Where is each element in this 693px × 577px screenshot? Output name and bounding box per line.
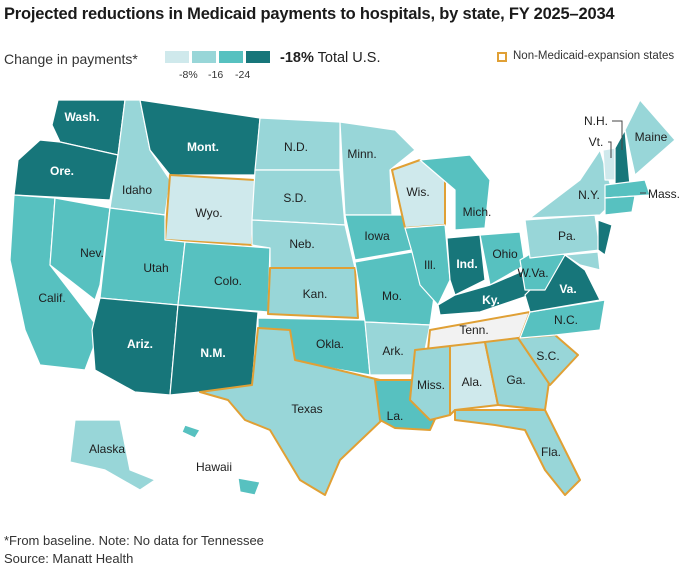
legend-swatch-1 (165, 51, 189, 63)
legend-swatch-3 (219, 51, 243, 63)
label-nc: N.C. (554, 313, 578, 327)
label-kan: Kan. (303, 287, 328, 301)
state-hawaii-big[interactable] (237, 477, 261, 496)
label-mo: Mo. (382, 289, 402, 303)
label-nd: N.D. (284, 140, 308, 154)
label-ore: Ore. (50, 164, 74, 178)
legend-tick-24: -24 (235, 69, 251, 81)
label-ark: Ark. (382, 344, 403, 358)
state-ct[interactable] (604, 195, 636, 216)
callout-vt (608, 141, 612, 158)
total-label: Total U.S. (317, 50, 381, 66)
label-fla: Fla. (541, 445, 561, 459)
state-mass[interactable] (604, 179, 651, 199)
callout-nh (612, 120, 623, 150)
label-ind: Ind. (456, 257, 477, 271)
label-vt: Vt. (589, 135, 604, 149)
label-maine: Maine (635, 130, 668, 144)
label-alaska: Alaska (89, 442, 125, 456)
label-minn: Minn. (347, 147, 376, 161)
label-la: La. (387, 409, 404, 423)
legend-tick-8: -8% (179, 69, 198, 81)
label-colo: Colo. (214, 274, 242, 288)
label-nh: N.H. (584, 114, 608, 128)
state-ny[interactable] (529, 149, 616, 219)
state-miss[interactable] (409, 345, 451, 421)
state-kan[interactable] (267, 267, 359, 319)
label-ohio: Ohio (492, 247, 518, 261)
label-pa: Pa. (558, 229, 576, 243)
state-ind[interactable] (446, 234, 486, 296)
label-okla: Okla. (316, 337, 344, 351)
state-ala[interactable] (449, 341, 499, 416)
state-md[interactable] (564, 251, 601, 271)
state-texas[interactable] (199, 327, 383, 496)
label-texas: Texas (291, 402, 322, 416)
label-utah: Utah (143, 261, 168, 275)
state-hawaii[interactable] (181, 424, 201, 439)
state-alaska[interactable] (69, 419, 156, 491)
label-ny: N.Y. (578, 188, 600, 202)
label-hawaii: Hawaii (196, 460, 232, 474)
state-mo[interactable] (354, 251, 436, 326)
legend-swatch-4 (246, 51, 270, 63)
label-va: Va. (559, 282, 576, 296)
label-mass: Mass. (648, 187, 680, 201)
label-calif: Calif. (38, 291, 65, 305)
label-tenn: Tenn. (459, 323, 488, 337)
label-sd: S.D. (283, 191, 306, 205)
state-nj[interactable] (597, 219, 613, 256)
label-sc: S.C. (536, 349, 559, 363)
label-wash: Wash. (65, 110, 100, 124)
state-nc[interactable] (519, 299, 606, 339)
non-expansion-swatch (497, 52, 507, 62)
state-vt[interactable] (602, 147, 616, 181)
label-ala: Ala. (462, 375, 483, 389)
label-mont: Mont. (187, 140, 219, 154)
label-wyo: Wyo. (195, 206, 222, 220)
state-nev[interactable] (49, 197, 111, 301)
footnote: *From baseline. Note: No data for Tennes… (4, 533, 264, 548)
state-mich[interactable] (419, 154, 491, 231)
total-us: -18% Total U.S. (280, 50, 381, 66)
label-ga: Ga. (506, 373, 525, 387)
state-maine[interactable] (624, 99, 676, 176)
label-ill: Ill. (424, 258, 436, 272)
non-expansion-label: Non-Medicaid-expansion states (513, 50, 675, 62)
label-nev: Nev. (80, 246, 104, 260)
state-wis[interactable] (391, 159, 446, 229)
label-idaho: Idaho (122, 183, 152, 197)
label-nm: N.M. (200, 346, 225, 360)
legend-label: Change in payments* (4, 51, 138, 67)
label-mich: Mich. (463, 205, 492, 219)
label-wva: W.Va. (517, 266, 548, 280)
label-ariz: Ariz. (127, 337, 153, 351)
label-neb: Neb. (289, 237, 314, 251)
legend-swatch-2 (192, 51, 216, 63)
label-wis: Wis. (406, 185, 429, 199)
state-mont[interactable] (139, 99, 261, 176)
source: Source: Manatt Health (4, 551, 134, 566)
legend-tick-16: -16 (208, 69, 224, 81)
total-value: -18% (280, 50, 314, 66)
label-miss: Miss. (417, 378, 445, 392)
state-ga[interactable] (484, 337, 551, 411)
chart-title: Projected reductions in Medicaid payment… (4, 5, 615, 23)
label-iowa: Iowa (364, 229, 390, 243)
state-fla[interactable] (454, 409, 581, 496)
label-ky: Ky. (482, 293, 500, 307)
